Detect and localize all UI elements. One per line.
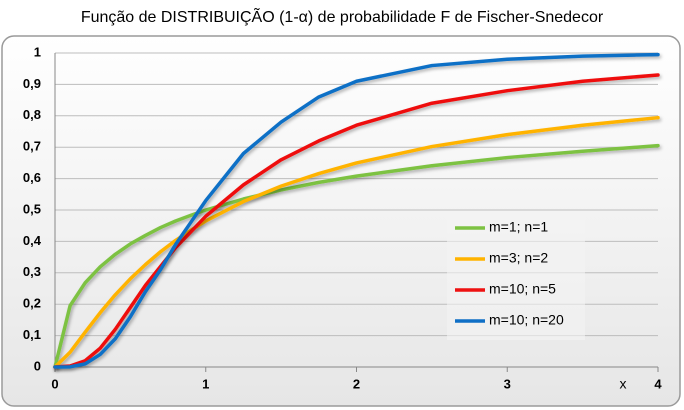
y-tick-label: 0,2 bbox=[23, 296, 41, 311]
y-tick-label: 0,3 bbox=[23, 264, 41, 279]
x-tick-label: 3 bbox=[504, 376, 511, 391]
x-axis-label: x bbox=[620, 376, 627, 392]
legend-box bbox=[447, 212, 585, 340]
x-tick-label: 4 bbox=[654, 376, 662, 391]
series-line bbox=[53, 52, 660, 369]
y-tick-label: 0 bbox=[34, 358, 41, 373]
x-tick-label: 0 bbox=[51, 376, 58, 391]
x-tick-label: 1 bbox=[202, 376, 209, 391]
chart-title: Função de DISTRIBUIÇÃO (1-α) de probabil… bbox=[81, 6, 604, 26]
y-tick-label: 0,5 bbox=[23, 201, 41, 216]
y-tick-label: 1 bbox=[34, 44, 41, 59]
legend-label: m=3; n=2 bbox=[489, 250, 548, 266]
legend-label: m=1; n=1 bbox=[489, 219, 548, 235]
series-line bbox=[53, 73, 660, 369]
y-tick-label: 0,1 bbox=[23, 327, 41, 342]
y-tick-label: 0,6 bbox=[23, 170, 41, 185]
y-tick-label: 0,7 bbox=[23, 139, 41, 154]
y-tick-label: 0,4 bbox=[23, 233, 42, 248]
series-line bbox=[53, 143, 660, 369]
y-tick-label: 0,8 bbox=[23, 107, 41, 122]
y-tick-label: 0,9 bbox=[23, 76, 41, 91]
legend-label: m=10; n=20 bbox=[489, 312, 564, 328]
legend-label: m=10; n=5 bbox=[489, 281, 556, 297]
x-tick-label: 2 bbox=[353, 376, 360, 391]
